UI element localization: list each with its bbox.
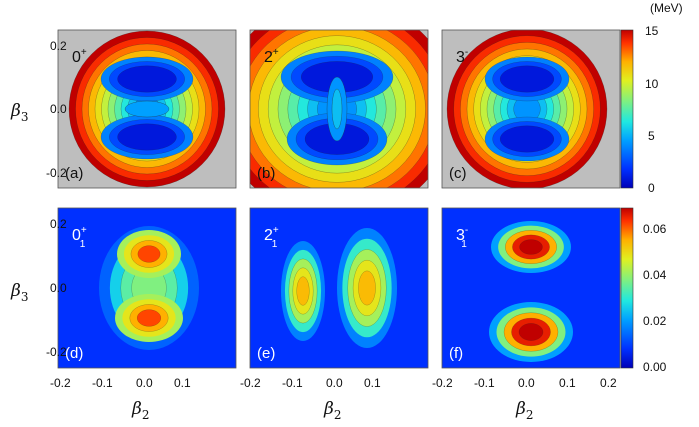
heatmap-body bbox=[442, 208, 620, 368]
colorbar-top-gradient bbox=[620, 29, 634, 189]
contour bbox=[499, 65, 555, 93]
contour bbox=[124, 100, 170, 118]
x-axis-label-d: β2 bbox=[131, 399, 149, 422]
y-tick-bottom-0.0: 0.0 bbox=[50, 281, 67, 295]
x-tick: -0.2 bbox=[240, 376, 261, 390]
panel-label: (b) bbox=[257, 165, 275, 182]
state-label: 2+ bbox=[264, 47, 279, 66]
contour bbox=[137, 245, 161, 263]
state-label-main: 2 bbox=[264, 49, 273, 66]
panel-label: (c) bbox=[449, 165, 467, 182]
x-tick: -0.1 bbox=[92, 376, 113, 390]
state-label: 3- bbox=[456, 47, 468, 66]
colorbar-bottom-tick: 0.04 bbox=[643, 268, 667, 282]
contour bbox=[499, 125, 555, 153]
state-label-main: 3 bbox=[456, 227, 465, 244]
state-label: 0+ bbox=[72, 47, 87, 66]
panel-label: (f) bbox=[449, 345, 463, 362]
state-label-sup: - bbox=[465, 47, 468, 58]
contour bbox=[296, 276, 310, 306]
state-label-main: 2 bbox=[264, 227, 273, 244]
y-tick-top-0.0: 0.0 bbox=[50, 102, 67, 116]
state-label-sup: + bbox=[81, 47, 87, 58]
panel-frame bbox=[249, 29, 429, 189]
panel-label: (a) bbox=[65, 165, 83, 182]
contour bbox=[518, 323, 544, 341]
x-tick: 0.1 bbox=[559, 376, 576, 390]
panel-f: 3- 1 (f) bbox=[441, 207, 621, 369]
panel-frame bbox=[441, 29, 621, 189]
colorbar-bottom-tick: 0.06 bbox=[643, 222, 667, 236]
x-tick: -0.2 bbox=[50, 376, 71, 390]
colorbar-bottom-tick: 0.00 bbox=[643, 360, 667, 374]
colorbar-top-tick: 15 bbox=[645, 24, 659, 38]
state-label-sub: 1 bbox=[272, 239, 278, 250]
state-label-main: 0 bbox=[72, 227, 81, 244]
state-label-sup: + bbox=[273, 47, 279, 58]
panel-frame bbox=[249, 207, 429, 369]
state-label-main: 0 bbox=[72, 49, 81, 66]
panel-label: (e) bbox=[257, 345, 275, 362]
heatmap-body bbox=[250, 208, 428, 368]
y-tick-bottom-neg0.2: -0.2 bbox=[46, 345, 67, 359]
heatmap-body bbox=[250, 30, 428, 188]
x-tick: 0.0 bbox=[136, 376, 153, 390]
contour bbox=[519, 239, 543, 255]
state-label-sup: + bbox=[273, 225, 279, 236]
colorbar-bottom-gradient bbox=[620, 207, 634, 369]
colorbar-top-tick: 5 bbox=[648, 129, 655, 143]
panel-c: 3- (c) bbox=[441, 29, 621, 189]
contour bbox=[117, 65, 177, 93]
colorbar-bottom: 0.06 0.04 0.02 0.00 bbox=[620, 207, 667, 374]
panel-e: 2+ 1 (e) bbox=[249, 207, 429, 369]
panel-frame bbox=[57, 29, 237, 189]
panel-d: 0+ 1 (d) bbox=[57, 207, 237, 369]
heatmap-body bbox=[58, 30, 236, 188]
x-tick: 0.0 bbox=[326, 376, 343, 390]
state-label: 3- 1 bbox=[456, 225, 468, 250]
x-tick: 0.2 bbox=[600, 376, 617, 390]
contour bbox=[117, 123, 177, 151]
y-tick-bottom-0.2: 0.2 bbox=[50, 217, 67, 231]
y-axis-label-top: β3 bbox=[10, 101, 28, 124]
x-ticks-panel-e: -0.2 -0.1 0.0 0.1 bbox=[240, 376, 381, 390]
x-tick: 0.1 bbox=[364, 376, 381, 390]
x-tick: -0.1 bbox=[474, 376, 495, 390]
colorbar-top: (MeV) 15 10 5 0 bbox=[620, 1, 683, 195]
contour bbox=[331, 88, 343, 130]
state-label-main: 3 bbox=[456, 49, 465, 66]
panel-label: (d) bbox=[65, 345, 83, 362]
heatmap-body bbox=[58, 208, 236, 368]
colorbar-top-tick: 10 bbox=[645, 77, 659, 91]
colorbar-top-tick: 0 bbox=[648, 181, 655, 195]
x-tick: 0.1 bbox=[174, 376, 191, 390]
panel-a: 0+ (a) bbox=[57, 29, 237, 189]
x-axis-label-e: β2 bbox=[323, 399, 341, 422]
x-ticks-panel-d: -0.2 -0.1 0.0 0.1 bbox=[50, 376, 191, 390]
state-label: 0+ 1 bbox=[72, 225, 87, 250]
colorbar-bottom-tick: 0.02 bbox=[643, 314, 667, 328]
x-tick: 0.0 bbox=[518, 376, 535, 390]
colorbar-unit-label: (MeV) bbox=[650, 1, 683, 15]
state-label-sup: - bbox=[465, 225, 468, 236]
x-tick: -0.1 bbox=[282, 376, 303, 390]
contour bbox=[358, 270, 376, 306]
contour bbox=[136, 309, 162, 327]
y-tick-top-0.2: 0.2 bbox=[50, 39, 67, 53]
x-tick: -0.2 bbox=[432, 376, 453, 390]
x-ticks-panel-f: -0.2 -0.1 0.0 0.1 0.2 bbox=[432, 376, 617, 390]
panel-b: 2+ (b) bbox=[249, 29, 429, 189]
state-label-sub: 1 bbox=[461, 239, 467, 250]
state-label: 2+ 1 bbox=[264, 225, 279, 250]
x-axis-label-f: β2 bbox=[515, 399, 533, 422]
panel-frame bbox=[57, 207, 237, 369]
state-label-sup: + bbox=[81, 225, 87, 236]
y-axis-label-bottom: β3 bbox=[10, 281, 28, 304]
heatmap-body bbox=[442, 30, 620, 188]
panel-frame bbox=[441, 207, 621, 369]
y-tick-top-neg0.2: -0.2 bbox=[46, 166, 67, 180]
state-label-sub: 1 bbox=[80, 239, 86, 250]
